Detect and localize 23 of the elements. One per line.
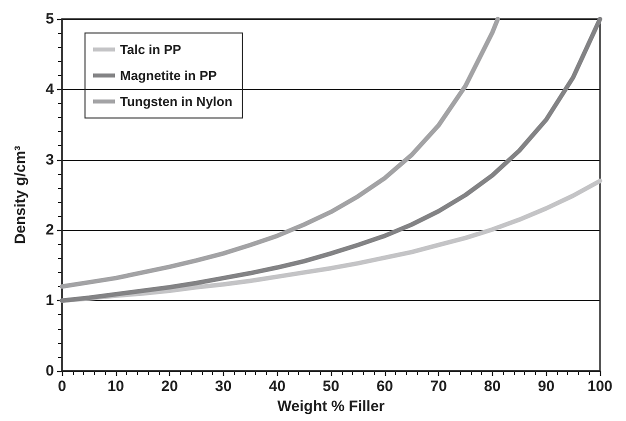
x-tick-label: 50 (322, 378, 340, 395)
x-tick-label: 0 (58, 378, 66, 395)
x-tick-label: 60 (376, 378, 394, 395)
x-tick-label: 80 (484, 378, 501, 395)
x-tick-label: 10 (107, 378, 124, 395)
y-axis-title: Density g/cm³ (12, 146, 29, 244)
x-axis-title: Weight % Filler (277, 398, 385, 415)
legend-label: Talc in PP (120, 42, 182, 57)
y-tick-label: 1 (46, 292, 54, 310)
x-tick-label: 100 (587, 378, 613, 395)
x-tick-label: 30 (215, 378, 232, 395)
x-tick-label: 20 (161, 378, 178, 395)
x-tick-label: 70 (430, 378, 447, 395)
y-tick-label: 4 (46, 80, 55, 98)
legend-label: Tungsten in Nylon (120, 94, 232, 109)
legend-label: Magnetite in PP (120, 68, 218, 83)
x-tick-label: 40 (268, 378, 286, 395)
line-series (60, 16, 500, 289)
y-tick-label: 3 (46, 151, 54, 168)
y-tick-label: 2 (46, 222, 54, 239)
y-tick-label: 0 (46, 362, 54, 380)
x-tick-label: 90 (538, 378, 555, 395)
y-tick-label: 5 (46, 10, 54, 28)
